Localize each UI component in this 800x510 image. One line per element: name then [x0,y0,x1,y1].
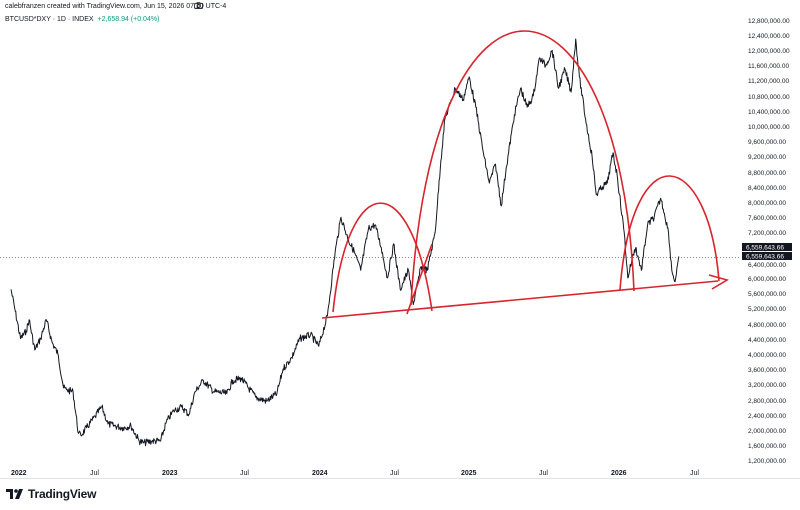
y-tick: 10,400,000.00 [748,109,790,116]
tradingview-brand[interactable]: TradingView [6,487,96,501]
x-tick-2026: 2026 [611,470,627,477]
symbol-name: BTCUSD*DXY · 1D · INDEX [5,16,94,23]
y-tick: 12,800,000.00 [748,18,790,25]
x-tick-jul: Jul [690,470,699,477]
tradingview-logo-icon [6,489,23,499]
y-tick: 2,400,000.00 [748,413,786,420]
brand-name: TradingView [28,487,97,501]
close-price-tag: 6,559,643.66 [746,254,784,261]
y-tick: 5,600,000.00 [748,291,786,298]
footer [0,478,800,510]
y-tick: 8,400,000.00 [748,185,786,192]
trendline-arrowhead [708,274,730,290]
y-tick: 7,200,000.00 [748,230,786,237]
price-tags: 6,559,643.66 6,559,643.66 6,400,000.00 [742,243,792,269]
x-tick-jul: Jul [539,470,548,477]
arc-head [410,30,635,306]
y-tick: 9,600,000.00 [748,139,786,146]
y-tick: 5,200,000.00 [748,306,786,313]
arc-left-shoulder [332,202,433,313]
marker-left-shoulder-low [406,243,433,315]
x-tick-2022: 2022 [11,470,27,477]
y-tick: 2,000,000.00 [748,428,786,435]
y-tick: 4,800,000.00 [748,322,786,329]
y-tick: 12,400,000.00 [748,33,790,40]
x-tick-jul: Jul [390,470,399,477]
y-tick: 7,600,000.00 [748,215,786,222]
y-tick: 10,800,000.00 [748,94,790,101]
y-tick: 8,000,000.00 [748,200,786,207]
y-tick: 4,000,000.00 [748,352,786,359]
annotations [321,30,730,319]
y-tick: 9,200,000.00 [748,154,786,161]
x-tick-2023: 2023 [162,470,178,477]
y-tick-partial: 6,400,000.00 [748,262,786,269]
y-tick: 11,200,000.00 [748,78,789,85]
last-price-tag: 6,559,643.66 [746,245,784,252]
price-change: +2,658.94 (+0.04%) [97,16,160,23]
y-tick: 11,600,000.00 [748,63,789,70]
symbol-legend[interactable]: BTCUSD*DXY · 1D · INDEX +2,658.94 (+0.04… [5,16,159,23]
x-tick-jul: Jul [240,470,249,477]
y-tick: 12,000,000.00 [748,48,790,55]
y-tick: 4,400,000.00 [748,337,786,344]
x-axis: 2022 Jul 2023 Jul 2024 Jul 2025 Jul 2026… [11,470,699,477]
y-tick: 1,200,000.00 [748,458,786,465]
y-tick: 1,600,000.00 [748,443,786,450]
price-series-line[interactable] [10,38,680,447]
y-tick: 6,000,000.00 [748,276,786,283]
y-tick: 3,600,000.00 [748,367,786,374]
arc-right-shoulder [619,175,720,291]
y-tick: 10,000,000.00 [748,124,790,131]
x-tick-2024: 2024 [312,470,328,477]
y-tick: 2,800,000.00 [748,398,786,405]
x-tick-2025: 2025 [461,470,477,477]
camera-icon[interactable] [194,2,203,9]
y-axis: 12,800,000.00 12,400,000.00 12,000,000.0… [748,18,790,465]
y-tick: 8,800,000.00 [748,170,786,177]
y-tick: 3,200,000.00 [748,382,786,389]
x-tick-jul: Jul [90,470,99,477]
trendline-support [321,280,719,319]
chart-credit: calebfranzen created with TradingView.co… [5,3,227,10]
